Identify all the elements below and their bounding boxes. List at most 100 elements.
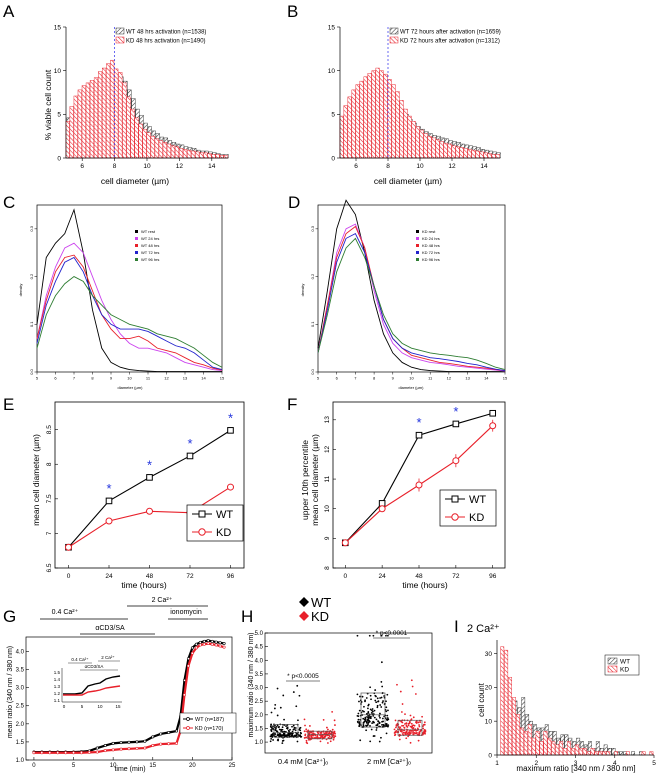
dot-h-0-11 bbox=[276, 714, 279, 717]
bar-a-kd-3 bbox=[77, 89, 82, 159]
y-tick-d-1: 0.1 bbox=[310, 321, 315, 327]
bar-b-kd-29 bbox=[455, 146, 460, 159]
x-axis-title-f: time (hours) bbox=[402, 580, 448, 590]
x-axis-title-g: time (min) bbox=[114, 766, 145, 773]
dot-h-0-99 bbox=[272, 739, 274, 741]
dot-h-0-137 bbox=[286, 734, 289, 737]
x-tick-e-4: 96 bbox=[227, 573, 235, 580]
box-h-1 bbox=[307, 730, 333, 740]
bar-i-kd-6 bbox=[523, 731, 528, 756]
x-tick-f-3: 72 bbox=[452, 573, 460, 580]
point-f-kd-1 bbox=[378, 505, 386, 513]
bar-b-kd-31 bbox=[463, 148, 468, 159]
dot-h-2-174 bbox=[370, 728, 373, 731]
dot-h-2-164 bbox=[387, 718, 390, 721]
density-c-plot: 5 6 7 8 9 10 11 12 13 14 15 0.0 0.1 0.2 0.3 bbox=[29, 204, 225, 381]
panel-a: A 6 8 10 12 14 0 5 10 15 WT 48 hrs activation (n… bbox=[3, 2, 229, 186]
bar-b-kd-21 bbox=[423, 133, 428, 159]
y-tick-f-4: 12 bbox=[324, 445, 331, 453]
bar-a-kd-20 bbox=[146, 132, 151, 159]
legend-label-wt-h: WT bbox=[311, 595, 331, 610]
legend-label-wt-f: WT bbox=[469, 494, 486, 506]
point-g-kd-25 bbox=[202, 642, 206, 646]
bar-a-kd-4 bbox=[81, 85, 86, 159]
y-tick-b-3: 15 bbox=[328, 24, 336, 31]
dot-h-2-172 bbox=[365, 725, 368, 727]
dot-h-0-164 bbox=[276, 687, 279, 690]
point-g-kd-3 bbox=[56, 751, 60, 755]
bar-b-kd-4 bbox=[355, 84, 360, 159]
bar-a-kd-38 bbox=[219, 155, 224, 159]
point-g-kd-5 bbox=[72, 751, 76, 755]
dot-h-2-116 bbox=[379, 697, 382, 699]
dot-h-2-27 bbox=[356, 634, 359, 637]
dot-h-1-98 bbox=[329, 740, 332, 743]
x-tick-g-1: 5 bbox=[72, 763, 76, 769]
dot-h-1-145 bbox=[334, 732, 337, 735]
bar-i-kd-16 bbox=[563, 748, 567, 756]
dot-h-2-19 bbox=[374, 689, 377, 691]
legend-swatch-c-2 bbox=[135, 244, 138, 247]
dot-h-3-145 bbox=[422, 733, 424, 736]
dot-h-1-32 bbox=[333, 719, 336, 722]
dot-h-1-60 bbox=[309, 725, 311, 727]
point-g-kd-28 bbox=[214, 643, 218, 647]
dot-h-1-18 bbox=[319, 740, 322, 743]
dot-h-2-121 bbox=[382, 720, 384, 723]
dot-h-2-89 bbox=[375, 718, 378, 721]
point-g-kd-9 bbox=[103, 749, 107, 753]
legend-label-c-3: WT 72 hrs bbox=[141, 250, 159, 255]
x-tick-d-7: 12 bbox=[447, 376, 452, 381]
bar-a-kd-35 bbox=[207, 153, 212, 159]
y-tick-g-2: 2.0 bbox=[16, 722, 25, 728]
dot-h-2-159 bbox=[380, 736, 382, 739]
dot-h-0-113 bbox=[292, 691, 295, 693]
dot-h-3-41 bbox=[405, 737, 408, 740]
dot-h-1-81 bbox=[310, 736, 313, 739]
point-e-kd-0 bbox=[65, 543, 72, 551]
point-f-kd-4 bbox=[489, 422, 497, 430]
dot-h-3-103 bbox=[410, 679, 413, 682]
point-g-kd-11 bbox=[119, 747, 123, 751]
dot-h-1-78 bbox=[305, 739, 308, 742]
dot-h-2-25 bbox=[358, 709, 361, 712]
dot-h-3-93 bbox=[421, 715, 423, 718]
dot-h-3-62 bbox=[406, 726, 409, 728]
dot-h-0-80 bbox=[296, 732, 298, 735]
dot-h-3-118 bbox=[402, 731, 405, 734]
bar-a-kd-13 bbox=[118, 72, 123, 159]
legend-box-g bbox=[179, 712, 237, 734]
point-g-wt-30 bbox=[222, 642, 226, 646]
dot-h-2-178 bbox=[369, 708, 372, 711]
panel-label-e: E bbox=[3, 395, 14, 414]
y-tick-c-3: 0.3 bbox=[29, 225, 34, 231]
x-tick-g-3: 15 bbox=[149, 763, 156, 769]
x-tick-c-5: 10 bbox=[127, 376, 132, 381]
dot-h-2-6 bbox=[369, 694, 372, 697]
y-tick-g-6: 4.0 bbox=[16, 649, 25, 655]
dot-h-3-158 bbox=[415, 731, 418, 734]
legend-label-wt-a: WT 48 hrs activation (n=1538) bbox=[126, 30, 206, 36]
dot-h-0-133 bbox=[283, 730, 286, 733]
panel-f: F * * 0 24 48 72 96 8 9 10 11 12 13 WT KD time (hour… bbox=[287, 395, 506, 590]
dot-h-3-22 bbox=[417, 721, 420, 724]
legend-swatch-d-2 bbox=[416, 244, 419, 247]
bar-i-kd-38 bbox=[649, 751, 654, 756]
dot-h-2-90 bbox=[375, 729, 378, 731]
y-axis-title-a: % viable cell count bbox=[43, 69, 53, 140]
dot-h-0-136 bbox=[270, 729, 273, 731]
dot-h-1-129 bbox=[332, 738, 335, 741]
legend-swatch-kd-i bbox=[607, 665, 618, 673]
point-g-kd-6 bbox=[79, 751, 83, 755]
g-inset-xtick-0: 0 bbox=[63, 704, 66, 709]
g-inset-xtick-3: 15 bbox=[115, 704, 121, 709]
dot-h-3-46 bbox=[406, 733, 408, 736]
bar-i-kd-1 bbox=[504, 649, 509, 756]
point-g-kd-13 bbox=[135, 746, 139, 750]
bar-a-kd-0 bbox=[65, 121, 70, 159]
dot-h-2-168 bbox=[385, 722, 388, 725]
dot-h-3-77 bbox=[401, 724, 403, 727]
dot-h-2-166 bbox=[359, 695, 361, 698]
legend-d: KD rest KD 24 hrs KD 48 hrs KD 72 hrs KD… bbox=[416, 229, 440, 262]
bar-b-kd-3 bbox=[351, 89, 356, 159]
